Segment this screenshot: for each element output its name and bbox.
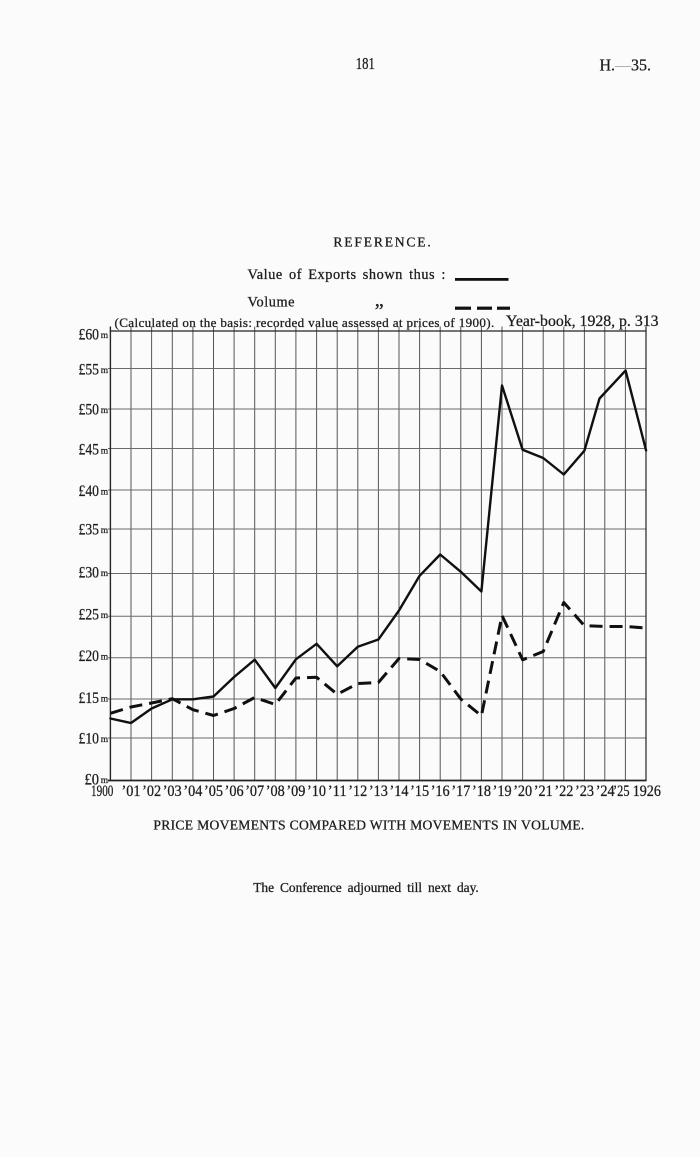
svg-text:’25: ’25 — [613, 781, 630, 800]
svg-text:’06: ’06 — [225, 781, 244, 800]
svg-text:’23: ’23 — [575, 781, 594, 800]
svg-text:£30: £30 — [79, 565, 100, 582]
svg-text:’12: ’12 — [348, 781, 367, 800]
svg-text:m: m — [101, 611, 109, 621]
svg-text:£15: £15 — [79, 690, 100, 707]
svg-text:m: m — [101, 694, 109, 704]
svg-text:m: m — [101, 776, 109, 786]
svg-text:’02: ’02 — [142, 781, 161, 800]
svg-text:’15: ’15 — [410, 781, 429, 800]
svg-text:’19: ’19 — [493, 781, 512, 800]
svg-text:’04: ’04 — [183, 781, 202, 800]
svg-text:£10: £10 — [79, 730, 100, 747]
svg-text:£0: £0 — [85, 771, 100, 788]
svg-text:„: „ — [375, 289, 384, 311]
svg-text:’21: ’21 — [534, 781, 553, 800]
svg-text:m: m — [101, 487, 109, 497]
svg-text:m: m — [101, 446, 109, 456]
svg-text:m: m — [101, 406, 109, 416]
svg-text:’08: ’08 — [266, 781, 285, 800]
svg-text:’01: ’01 — [122, 781, 141, 800]
svg-text:m: m — [101, 331, 109, 341]
svg-text:Value of Exports shown thus :: Value of Exports shown thus : — [248, 267, 446, 283]
svg-text:£50: £50 — [79, 401, 100, 418]
svg-text:’11: ’11 — [328, 781, 347, 800]
svg-text:£25: £25 — [79, 607, 100, 624]
svg-text:1900: 1900 — [91, 781, 113, 800]
svg-text:£45: £45 — [79, 442, 100, 459]
svg-text:£55: £55 — [79, 362, 100, 379]
svg-text:’14: ’14 — [390, 781, 409, 800]
svg-text:REFERENCE.: REFERENCE. — [333, 235, 432, 250]
svg-text:’10: ’10 — [307, 781, 326, 800]
svg-text:’16: ’16 — [431, 781, 450, 800]
svg-text:m: m — [101, 366, 109, 376]
svg-text:£35: £35 — [79, 521, 100, 538]
svg-text:m: m — [101, 569, 109, 579]
svg-text:m: m — [101, 735, 109, 745]
svg-text:’07: ’07 — [245, 781, 264, 800]
svg-text:181: 181 — [356, 54, 375, 73]
svg-text:£40: £40 — [79, 483, 100, 500]
svg-text:’20: ’20 — [513, 781, 532, 800]
svg-text:’13: ’13 — [369, 781, 388, 800]
svg-text:Year-book, 1928, p. 313: Year-book, 1928, p. 313 — [506, 313, 659, 330]
svg-text:Volume: Volume — [248, 295, 296, 311]
svg-text:The Conference adjourned till: The Conference adjourned till next day. — [253, 880, 479, 895]
svg-text:’22: ’22 — [554, 781, 573, 800]
svg-text:m: m — [101, 653, 109, 663]
svg-text:PRICE MOVEMENTS COMPARED WITH: PRICE MOVEMENTS COMPARED WITH MOVEMENTS … — [153, 817, 584, 832]
svg-text:£20: £20 — [79, 648, 100, 665]
svg-text:’05: ’05 — [204, 781, 223, 800]
svg-text:m: m — [101, 526, 109, 536]
svg-text:H.—35.: H.—35. — [600, 55, 652, 74]
svg-text:’18: ’18 — [472, 781, 491, 800]
svg-text:’03: ’03 — [163, 781, 182, 800]
svg-text:’09: ’09 — [286, 781, 305, 800]
svg-text:’24: ’24 — [596, 781, 615, 800]
svg-text:(Calculated on the basis: reco: (Calculated on the basis: recorded value… — [115, 315, 495, 330]
svg-text:1926: 1926 — [633, 781, 661, 800]
svg-text:£60: £60 — [79, 326, 100, 343]
svg-text:’17: ’17 — [451, 781, 470, 800]
